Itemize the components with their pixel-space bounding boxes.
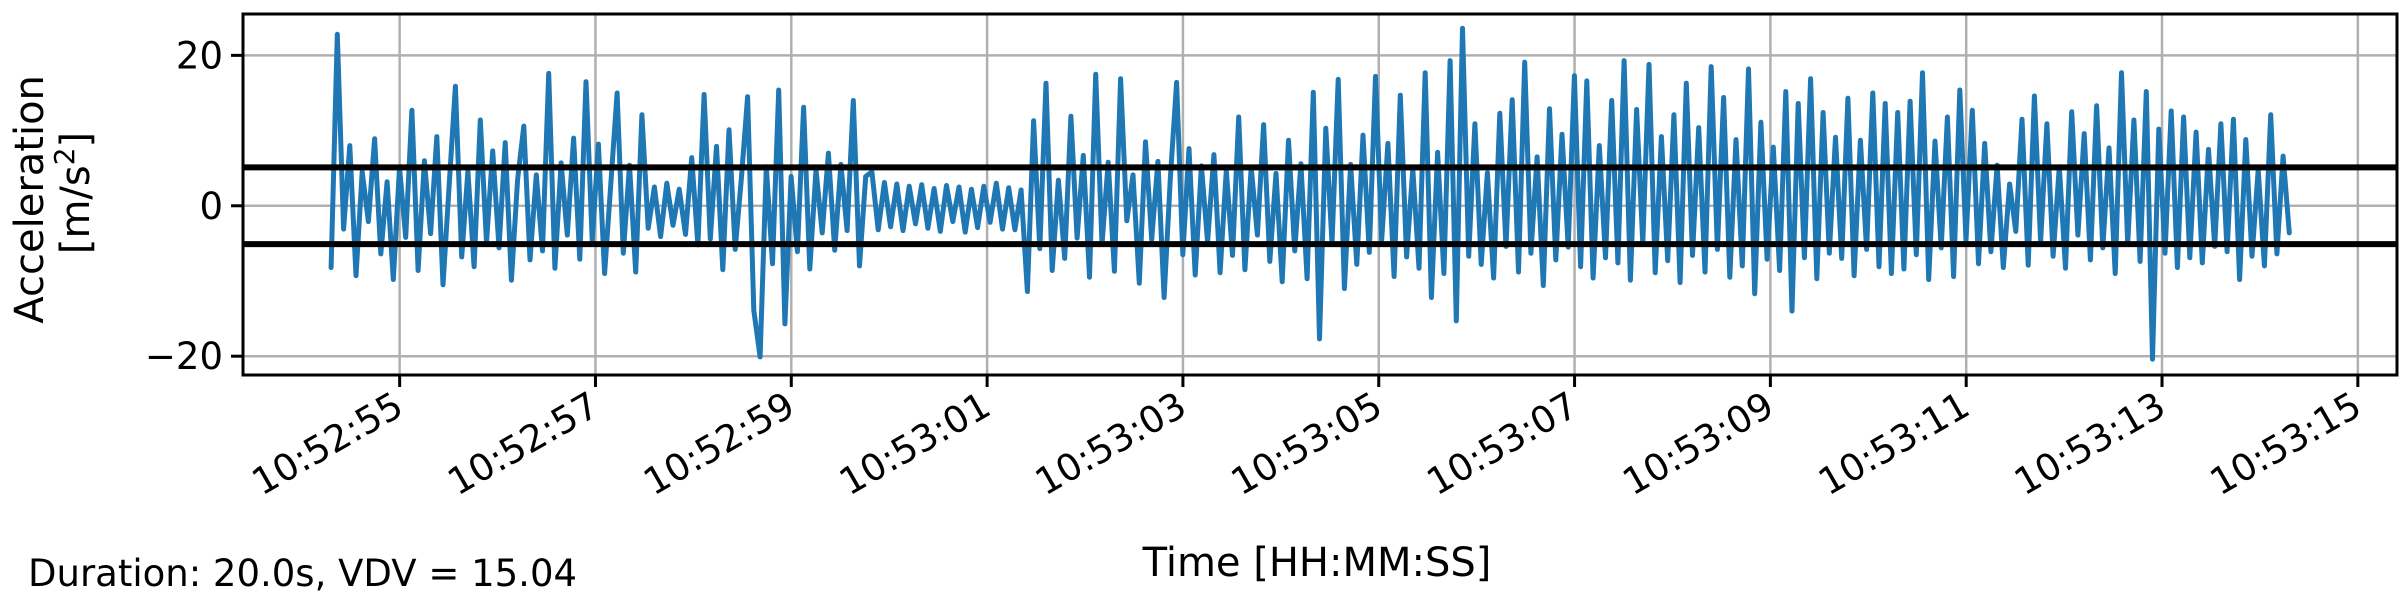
series-layer [328, 25, 2292, 362]
y-tick-label: −20 [145, 335, 223, 378]
x-tick-label: 10:53:07 [1420, 384, 1585, 504]
threshold-lines [243, 164, 2397, 248]
y-tick-label: 0 [199, 185, 223, 228]
x-tick-label: 10:52:55 [245, 384, 410, 504]
y-axis-label-exponent: 2 [48, 147, 81, 165]
x-axis-label: Time [HH:MM:SS] [1142, 540, 1492, 586]
x-tick-label: 10:53:15 [2203, 384, 2368, 504]
duration-vdv-annotation: Duration: 20.0s, VDV = 15.04 [28, 552, 578, 595]
y-axis-label-line1: Acceleration [7, 75, 53, 324]
x-tick-label: 10:53:13 [2007, 384, 2172, 504]
y-axis-label-unit-close: ] [53, 132, 99, 148]
x-tick-label: 10:53:03 [1028, 384, 1193, 504]
plot-frame [241, 12, 2399, 377]
y-tick-label: 20 [176, 34, 223, 77]
x-tick-label: 10:52:57 [441, 384, 606, 504]
x-axis-ticks: 10:52:55 10:52:57 10:52:59 10:53:01 10:53:03… [245, 375, 2368, 504]
y-axis-label-unit: [m/s [53, 165, 99, 254]
x-tick-label: 10:53:11 [1811, 384, 1976, 504]
x-tick-label: 10:53:05 [1224, 384, 1389, 504]
acceleration-series-line [328, 25, 2292, 362]
x-tick-label: 10:53:09 [1615, 384, 1780, 504]
x-tick-label: 10:53:01 [832, 384, 997, 504]
x-tick-label: 10:52:59 [636, 384, 801, 504]
y-axis-label: Acceleration [m/s2] [7, 62, 99, 323]
y-axis-ticks: −20 0 20 [145, 34, 243, 378]
